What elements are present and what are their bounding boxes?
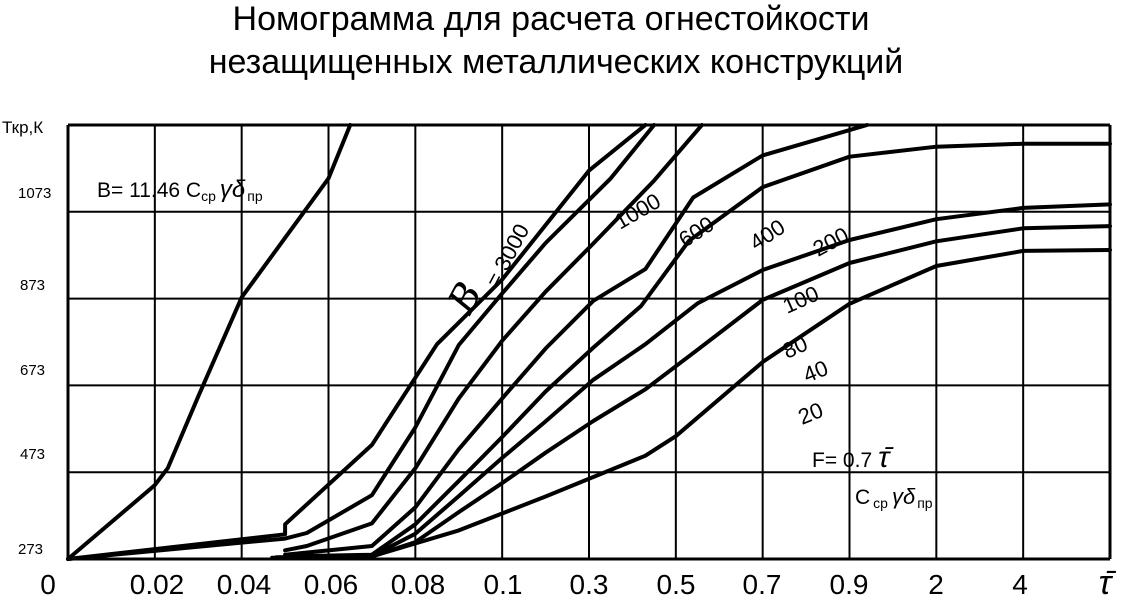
curve-b-400 [283,123,704,553]
formula-f-denom-main: C [855,486,870,509]
curve-b-1000 [66,123,648,561]
chart-title-line-2: незащищенных металлических конструкций [209,43,904,81]
chart-title-line-1: Номограмма для расчета огнестойкости [233,0,870,38]
x-tick-label: 2 [928,569,944,599]
formula-b-greek: γδ [220,176,246,203]
formula-f-tau: τ̄ [878,441,894,474]
x-tick-label: 0.04 [217,569,272,599]
curve-b-20 [270,248,1112,560]
curves [66,123,1112,561]
curve-labels: B = 3000 1000 600 400 200 100 80 40 20 [439,188,853,429]
curve-label-40: 40 [800,355,832,387]
y-tick-label: 673 [20,362,45,379]
curve-label-80: 80 [779,331,812,364]
x-tick-label: 0.3 [570,569,609,599]
curve-label-3000: = 3000 [480,220,534,292]
curve-b-80 [274,202,1112,560]
x-tick-labels: 0 0.02 0.04 0.06 0.08 0.1 0.3 0.5 0.7 0.… [40,564,1116,599]
curve-b-40 [283,224,1112,560]
x-tick-label: 0.08 [391,569,446,599]
y-tick-label: 273 [18,541,43,558]
formula-b-main: B= 11.46 C [97,179,201,202]
curve-b-200 [283,123,869,557]
x-tick-label: 0.02 [130,569,185,599]
y-axis-label: Ткр,К [2,118,43,137]
curve-b-3000 [66,123,353,561]
formula-f-denom-greek: γδ [892,484,916,509]
curve-b-100 [283,141,1112,559]
formula-f-denom-sub2: пр [917,495,933,511]
x-tick-label: 0 [40,569,56,599]
y-tick-label: 1073 [18,185,51,202]
x-axis-label: τ̄ [1099,564,1117,599]
formula-b-sub1: ср [201,188,216,204]
x-tick-label: 0.1 [484,569,523,599]
x-tick-label: 0.7 [743,569,782,599]
curve-label-20: 20 [795,397,827,429]
curve-label-100: 100 [779,281,823,319]
curve-b-600 [66,123,657,561]
formula-b-sub2: пр [247,188,263,204]
x-tick-label: 0.9 [830,569,869,599]
formula-f-main: F= 0.7 [812,449,872,472]
formula-f-denom-sub1: ср [873,495,888,511]
x-tick-label: 4 [1012,569,1028,599]
formula-b: B= 11.46 Cср γδ пр [97,176,263,204]
x-tick-label: 0.06 [304,569,359,599]
y-tick-label: 473 [20,446,45,463]
y-tick-labels: 273 473 673 873 1073 [18,185,51,558]
curve-label-400: 400 [745,214,789,255]
formula-f: F= 0.7 τ̄ [812,441,894,474]
y-tick-label: 873 [20,277,45,294]
curve-label-200: 200 [809,222,853,261]
x-tick-label: 0.5 [657,569,696,599]
